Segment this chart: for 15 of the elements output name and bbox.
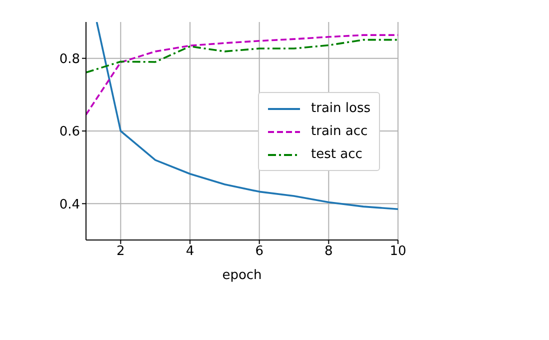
x-tick-label: 2 [116, 244, 125, 260]
x-tick-label: 10 [390, 244, 406, 260]
legend-label: test acc [311, 147, 362, 162]
line-series [86, 38, 398, 74]
line-series [86, 34, 398, 116]
legend-label: train loss [311, 101, 371, 116]
line-series [96, 22, 398, 210]
y-tick-label: 0.4 [59, 197, 80, 212]
legend-label: train acc [311, 124, 368, 139]
x-tick-label: 6 [255, 244, 264, 260]
y-tick-label: 0.6 [59, 124, 80, 140]
y-tick-label: 0.8 [59, 52, 80, 67]
x-tick-label: 4 [186, 244, 194, 260]
x-tick-label: 8 [324, 244, 333, 260]
x-axis-title: epoch [222, 268, 262, 283]
